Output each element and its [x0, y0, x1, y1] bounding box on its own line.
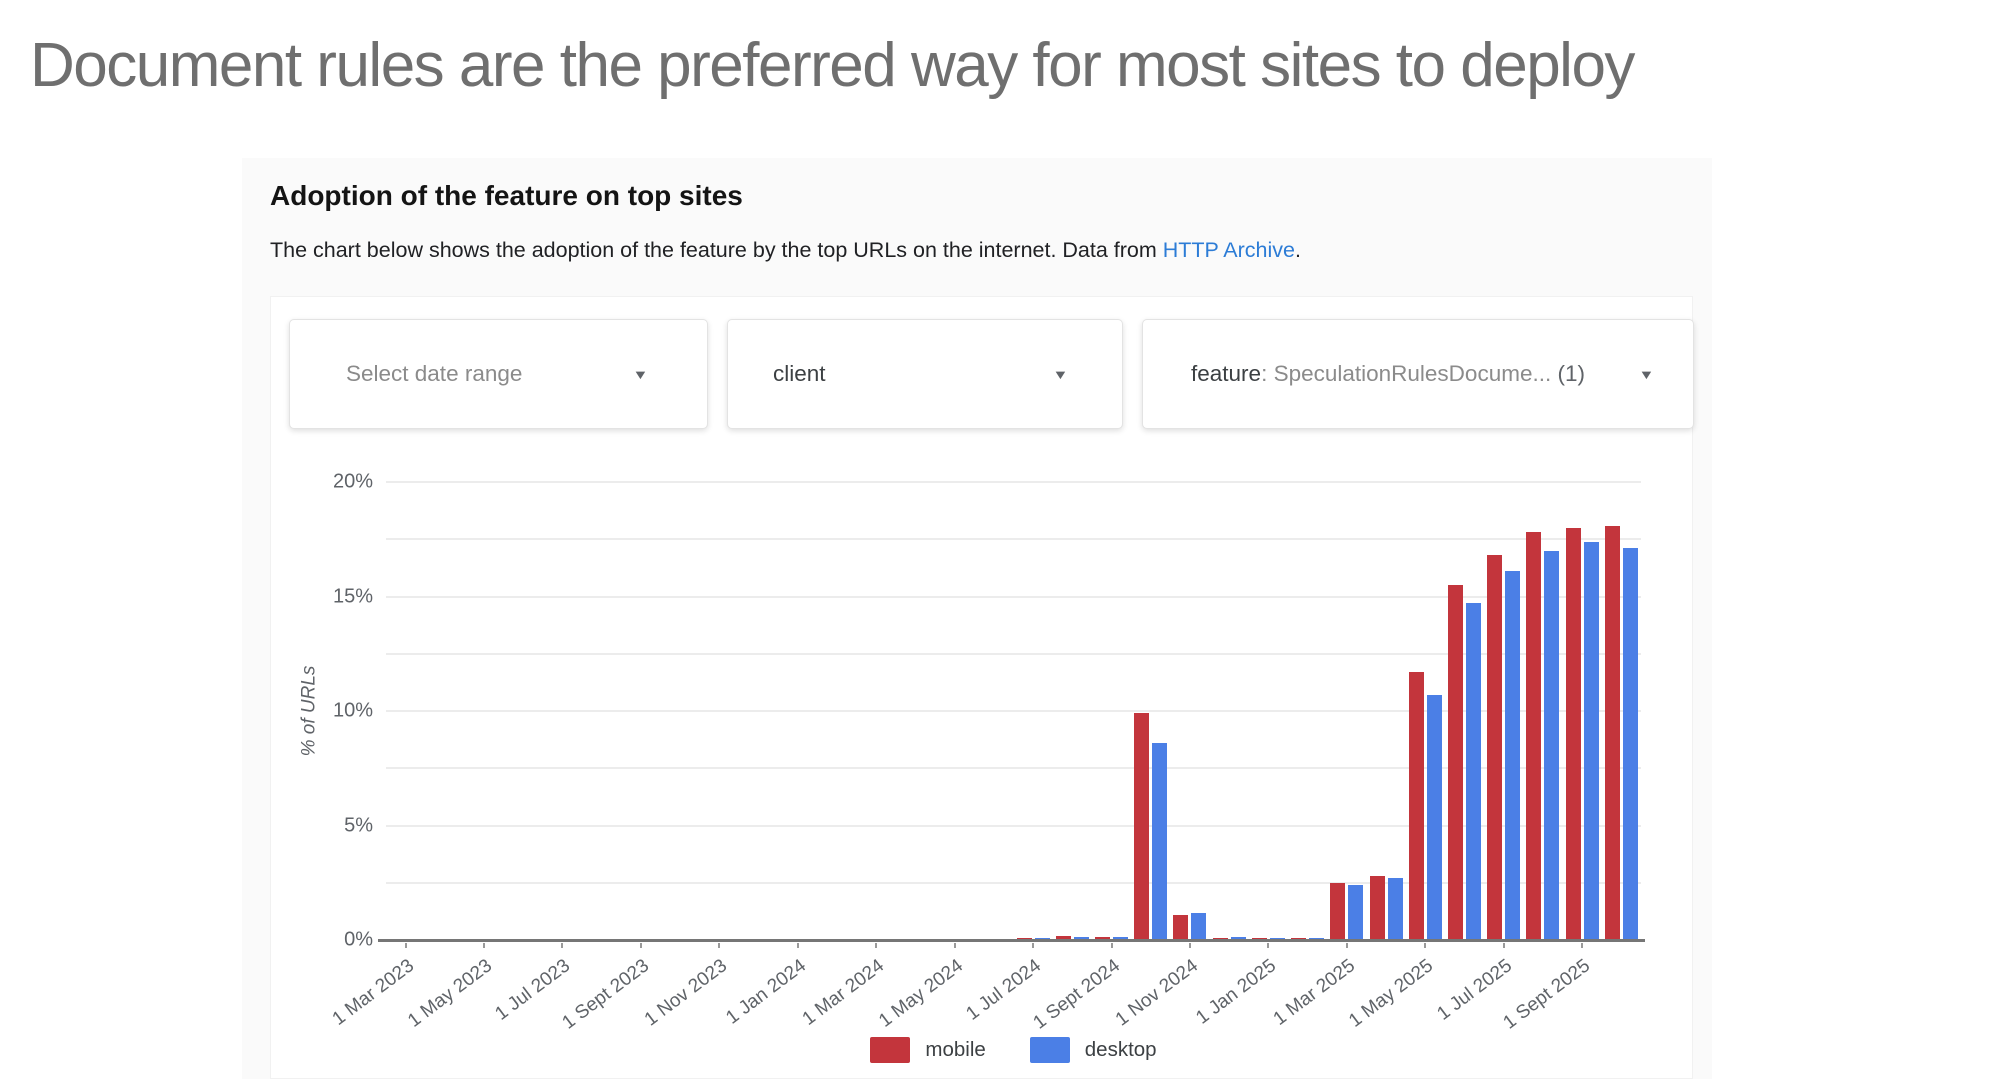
http-archive-link[interactable]: HTTP Archive	[1162, 238, 1295, 262]
legend: mobile desktop	[386, 1037, 1641, 1063]
bar-desktop	[1387, 878, 1403, 940]
y-tick-label: 0%	[344, 928, 373, 951]
legend-item-mobile[interactable]: mobile	[870, 1037, 986, 1063]
x-tick-mark	[875, 943, 878, 948]
bar-mobile	[1408, 672, 1424, 940]
x-tick-mark	[718, 943, 721, 948]
slide-title: Document rules are the preferred way for…	[30, 31, 1635, 100]
bar-desktop	[1113, 937, 1129, 940]
bar-mobile	[1291, 937, 1307, 940]
chevron-down-icon: ▼	[1052, 366, 1069, 382]
feature-value: : SpeculationRulesDocume...	[1261, 361, 1552, 386]
y-tick-label: 5%	[344, 814, 373, 836]
date-range-dropdown[interactable]: Select date range ▼	[289, 319, 708, 429]
bar-mobile	[1565, 527, 1581, 940]
desktop-swatch-icon	[1029, 1037, 1070, 1063]
y-tick-label: 15%	[332, 585, 373, 607]
bar-mobile	[1448, 585, 1464, 940]
bar-mobile	[1330, 882, 1346, 940]
feature-dropdown[interactable]: feature: SpeculationRulesDocume... (1) ▼	[1142, 319, 1694, 429]
legend-label: mobile	[925, 1038, 986, 1061]
client-dropdown[interactable]: client ▼	[727, 319, 1123, 429]
legend-label: desktop	[1084, 1038, 1157, 1061]
chevron-down-icon: ▼	[632, 366, 649, 382]
bar-desktop	[1622, 548, 1638, 940]
bar-mobile	[1487, 555, 1503, 940]
description-period: .	[1295, 238, 1301, 262]
bar-desktop	[1544, 550, 1560, 940]
x-tick-mark	[1188, 943, 1191, 948]
bar-mobile	[1134, 713, 1150, 940]
bar-mobile	[1604, 525, 1620, 940]
minor-gridline	[386, 652, 1641, 655]
x-tick-mark	[1345, 943, 1348, 948]
bar-desktop	[1269, 937, 1285, 940]
y-axis-title-wrap: % of URLs	[297, 482, 321, 940]
bar-desktop	[1309, 937, 1325, 940]
x-tick-mark	[1502, 943, 1505, 948]
bar-desktop	[1466, 603, 1482, 940]
mobile-swatch-icon	[870, 1037, 911, 1063]
bar-desktop	[1152, 743, 1168, 940]
bar-mobile	[1055, 936, 1071, 940]
client-label: client	[773, 361, 826, 386]
bar-desktop	[1348, 885, 1364, 940]
x-tick-mark	[796, 943, 799, 948]
x-axis-line	[378, 939, 1645, 942]
major-gridline	[386, 595, 1641, 598]
filter-bar: Select date range ▼ client ▼ feature: Sp…	[289, 319, 1694, 429]
x-tick-mark	[1424, 943, 1427, 948]
card-heading: Adoption of the feature on top sites	[270, 180, 743, 211]
bar-mobile	[1526, 532, 1542, 940]
y-axis-title: % of URLs	[298, 665, 319, 757]
report-card: Adoption of the feature on top sites The…	[242, 158, 1712, 1079]
chevron-down-icon: ▼	[1638, 366, 1655, 382]
description-text: The chart below shows the adoption of th…	[270, 238, 1163, 262]
y-tick-label: 20%	[332, 470, 373, 493]
minor-gridline	[386, 767, 1641, 770]
x-tick-mark	[404, 943, 407, 948]
x-tick-mark	[953, 943, 956, 948]
feature-label: feature	[1191, 361, 1262, 386]
bar-mobile	[1212, 937, 1228, 940]
legend-item-desktop[interactable]: desktop	[1029, 1037, 1157, 1063]
plot-area: % of URLs 0% 5% 10% 15% 20% 1 Mar 2023 1 May 2…	[298, 471, 1645, 1034]
bar-mobile	[1173, 914, 1189, 940]
major-gridline	[386, 710, 1641, 712]
major-gridline	[386, 824, 1641, 827]
x-tick-mark	[639, 943, 642, 948]
date-range-label: Select date range	[346, 361, 523, 386]
chart-section: Select date range ▼ client ▼ feature: Sp…	[270, 296, 1694, 1079]
bar-desktop	[1073, 936, 1089, 940]
bar-desktop	[1583, 541, 1599, 940]
feature-count: (1)	[1557, 361, 1585, 386]
minor-gridline	[386, 538, 1641, 541]
x-tick-mark	[1110, 943, 1113, 948]
bar-desktop	[1426, 694, 1442, 940]
x-tick-mark	[1032, 943, 1035, 948]
bar-mobile	[1095, 937, 1111, 940]
x-tick-mark	[561, 943, 564, 948]
major-gridline	[386, 481, 1641, 483]
bar-desktop	[1505, 571, 1521, 940]
bar-mobile	[1369, 875, 1385, 940]
x-tick-mark	[483, 943, 486, 948]
x-tick-mark	[1267, 943, 1270, 948]
bar-desktop	[1230, 937, 1246, 940]
bar-mobile	[1251, 937, 1267, 940]
minor-gridline	[386, 881, 1641, 884]
y-tick-label: 10%	[332, 699, 373, 722]
card-description: The chart below shows the adoption of th…	[270, 238, 1301, 263]
bar-desktop	[1191, 912, 1207, 940]
x-tick-mark	[1581, 943, 1584, 948]
